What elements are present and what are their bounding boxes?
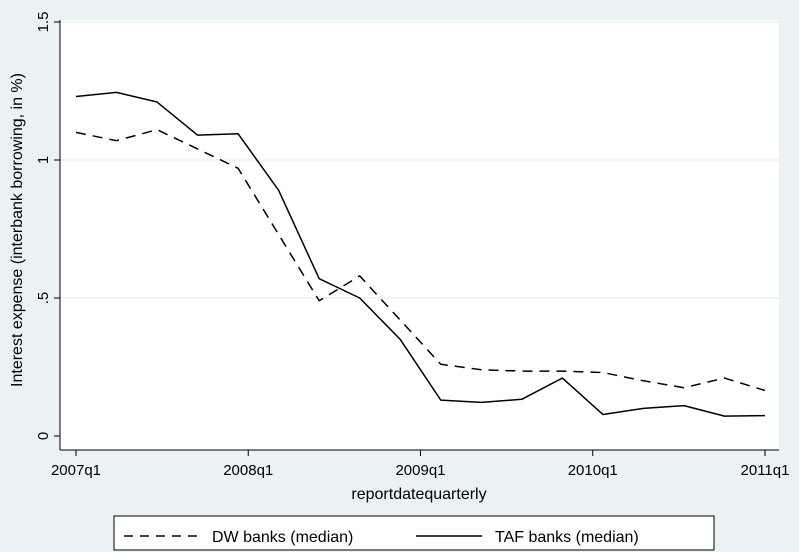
- y-tick-label: 1.5: [35, 12, 52, 33]
- x-tick-label: 2007q1: [51, 462, 101, 479]
- series-line-taf-banks: [75, 91, 766, 417]
- x-tick-label: 2008q1: [223, 462, 273, 479]
- plot-area: [60, 20, 779, 450]
- x-tick-label: 2011q1: [741, 462, 790, 479]
- x-tick-label: 2010q1: [568, 462, 618, 479]
- x-tick-label: 2009q1: [395, 462, 445, 479]
- series-line-dw-banks: [75, 128, 766, 392]
- axes: 0 .5 1 1.5 2007q1 2008q1 2009q1 2010q1 2011q1: [35, 12, 789, 479]
- y-tick-label: 1: [35, 156, 52, 164]
- x-axis-title: reportdatequarterly: [351, 486, 486, 503]
- y-tick-label: 0: [35, 432, 52, 440]
- y-tick-label: .5: [35, 292, 52, 305]
- y-axis-title: Interest expense (interbank borrowing, i…: [9, 73, 26, 387]
- gridlines: [60, 21, 779, 299]
- legend-label-taf: TAF banks (median): [495, 529, 639, 546]
- series-lines: [75, 91, 766, 417]
- legend-box: [113, 515, 715, 551]
- legend: DW banks (median) TAF banks (median): [113, 515, 715, 551]
- legend-label-dw: DW banks (median): [212, 529, 353, 546]
